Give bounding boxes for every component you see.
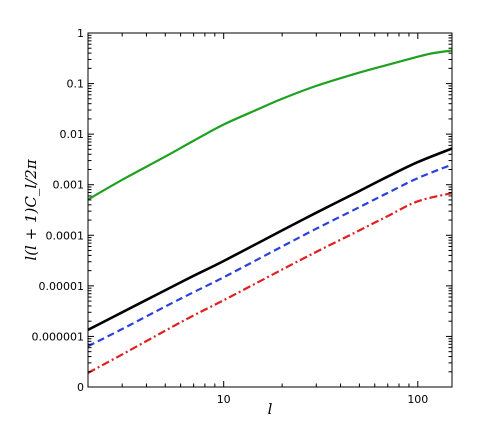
y-tick-label: 0.000001 <box>32 330 85 343</box>
series-line-2 <box>88 147 452 331</box>
x-axis: 10 100 <box>87 33 428 406</box>
series-line-3 <box>88 163 452 348</box>
y-tick-label: 0.0001 <box>46 229 85 242</box>
x-tick-label: 100 <box>407 393 428 406</box>
y-axis: 1 0.1 0.01 0.001 0.0001 0.00001 0.000001 0 <box>32 27 452 394</box>
series-line-4 <box>88 192 452 374</box>
y-tick-label: 0.1 <box>67 78 85 91</box>
x-tick-label: 10 <box>217 393 231 406</box>
plot-area <box>88 49 452 374</box>
plot-frame <box>87 32 453 388</box>
y-tick-label: 0.001 <box>53 179 85 192</box>
series-line-1 <box>88 49 452 201</box>
x-axis-label: l <box>268 400 273 418</box>
y-tick-label: 1 <box>77 27 84 40</box>
y-tick-label: 0 <box>77 381 84 394</box>
y-axis-label: l(l + 1)C_l/2π <box>22 158 40 260</box>
y-tick-label: 0.00001 <box>39 280 85 293</box>
y-tick-label: 0.01 <box>60 128 85 141</box>
